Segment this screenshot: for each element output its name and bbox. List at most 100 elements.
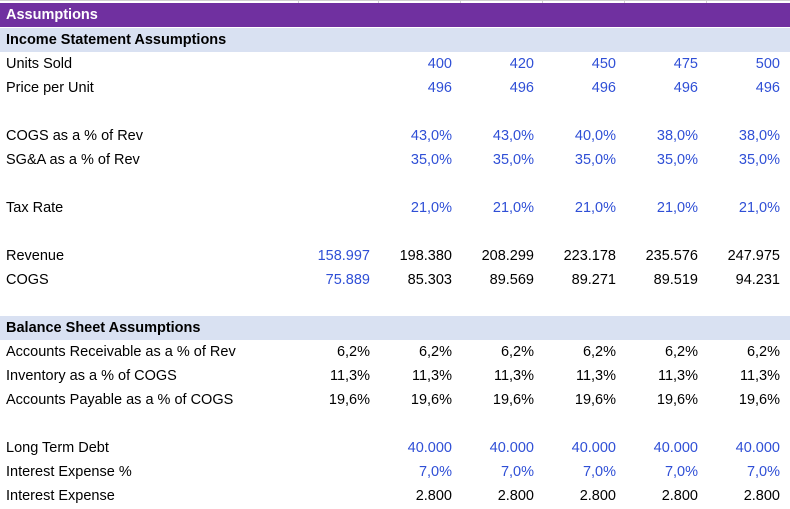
row-ar-pct[interactable]: Accounts Receivable as a % of Rev 6,2% 6… xyxy=(0,340,790,364)
row-cogs[interactable]: COGS 75.889 85.303 89.569 89.271 89.519 … xyxy=(0,268,790,292)
cell[interactable]: 11,3% xyxy=(739,368,780,384)
cell[interactable]: 19,6% xyxy=(574,392,616,408)
cell[interactable]: 40,0% xyxy=(574,128,616,144)
cell[interactable]: 158.997 xyxy=(317,248,370,264)
cell[interactable]: 85.303 xyxy=(407,272,452,288)
cell[interactable]: 2.800 xyxy=(743,488,780,504)
cell[interactable]: 400 xyxy=(427,56,452,72)
cell[interactable]: 11,3% xyxy=(411,368,452,384)
cell[interactable]: 11,3% xyxy=(657,368,698,384)
cell[interactable]: 19,6% xyxy=(656,392,698,408)
cell[interactable]: 35,0% xyxy=(656,152,698,168)
row-long-term-debt[interactable]: Long Term Debt 40.000 40.000 40.000 40.0… xyxy=(0,436,790,460)
cell[interactable]: 21,0% xyxy=(574,200,616,216)
cell[interactable]: 7,0% xyxy=(500,464,534,480)
cell[interactable]: 6,2% xyxy=(746,344,780,360)
cell[interactable]: 6,2% xyxy=(582,344,616,360)
cell[interactable]: 450 xyxy=(591,56,616,72)
cell[interactable] xyxy=(300,80,376,96)
cell[interactable] xyxy=(300,488,376,504)
cell[interactable]: 11,3% xyxy=(493,368,534,384)
cell[interactable]: 38,0% xyxy=(656,128,698,144)
cell[interactable]: 223.178 xyxy=(563,248,616,264)
cell[interactable]: 2.800 xyxy=(579,488,616,504)
cell[interactable]: 89.569 xyxy=(489,272,534,288)
cell[interactable]: 2.800 xyxy=(661,488,698,504)
cell[interactable]: 7,0% xyxy=(746,464,780,480)
cell[interactable]: 7,0% xyxy=(664,464,698,480)
cell[interactable]: 89.271 xyxy=(571,272,616,288)
cell[interactable]: 21,0% xyxy=(410,200,452,216)
cell[interactable]: 475 xyxy=(673,56,698,72)
cell[interactable]: 6,2% xyxy=(500,344,534,360)
row-interest-pct[interactable]: Interest Expense % 7,0% 7,0% 7,0% 7,0% 7… xyxy=(0,460,790,484)
row-cogs-pct[interactable]: COGS as a % of Rev 43,0% 43,0% 40,0% 38,… xyxy=(0,124,790,148)
cell[interactable]: 7,0% xyxy=(418,464,452,480)
row-units-sold[interactable]: Units Sold 400 420 450 475 500 xyxy=(0,52,790,76)
cell[interactable]: 40.000 xyxy=(571,440,616,456)
cell[interactable]: 43,0% xyxy=(410,128,452,144)
assumptions-title-bar[interactable]: Assumptions xyxy=(0,3,790,27)
cell[interactable] xyxy=(300,56,376,72)
cell[interactable]: 6,2% xyxy=(664,344,698,360)
income-statement-section-header[interactable]: Income Statement Assumptions xyxy=(0,28,790,52)
cell[interactable]: 94.231 xyxy=(735,272,780,288)
row-label: COGS as a % of Rev xyxy=(6,128,143,144)
cell[interactable]: 19,6% xyxy=(410,392,452,408)
cell[interactable]: 235.576 xyxy=(645,248,698,264)
cell[interactable]: 38,0% xyxy=(738,128,780,144)
cell[interactable]: 208.299 xyxy=(481,248,534,264)
cell[interactable]: 2.800 xyxy=(415,488,452,504)
cell[interactable] xyxy=(300,464,376,480)
cell[interactable] xyxy=(300,128,376,144)
cell[interactable]: 40.000 xyxy=(735,440,780,456)
cell[interactable] xyxy=(300,152,376,168)
row-inventory-pct[interactable]: Inventory as a % of COGS 11,3% 11,3% 11,… xyxy=(0,364,790,388)
row-price-per-unit[interactable]: Price per Unit 496 496 496 496 496 xyxy=(0,76,790,100)
cell[interactable]: 11,3% xyxy=(575,368,616,384)
cell[interactable]: 496 xyxy=(427,80,452,96)
cell[interactable]: 21,0% xyxy=(656,200,698,216)
grid-tick xyxy=(378,0,379,3)
cell[interactable]: 420 xyxy=(509,56,534,72)
row-ap-pct[interactable]: Accounts Payable as a % of COGS 19,6% 19… xyxy=(0,388,790,412)
cell[interactable]: 6,2% xyxy=(418,344,452,360)
cell[interactable]: 496 xyxy=(591,80,616,96)
cell[interactable]: 89.519 xyxy=(653,272,698,288)
row-interest-expense[interactable]: Interest Expense 2.800 2.800 2.800 2.800… xyxy=(0,484,790,508)
cell[interactable] xyxy=(300,440,376,456)
cell[interactable]: 198.380 xyxy=(399,248,452,264)
row-label: Interest Expense % xyxy=(6,464,132,480)
cell[interactable]: 6,2% xyxy=(336,344,370,360)
cell[interactable]: 19,6% xyxy=(738,392,780,408)
cell[interactable]: 75.889 xyxy=(325,272,370,288)
cell[interactable]: 21,0% xyxy=(492,200,534,216)
cell[interactable]: 35,0% xyxy=(410,152,452,168)
cell[interactable]: 11,3% xyxy=(329,368,370,384)
cell[interactable]: 43,0% xyxy=(492,128,534,144)
cell[interactable]: 40.000 xyxy=(489,440,534,456)
grid-tick xyxy=(624,0,625,3)
balance-sheet-section-header[interactable]: Balance Sheet Assumptions xyxy=(0,316,790,340)
sheet-title: Assumptions xyxy=(6,7,98,23)
cell[interactable]: 21,0% xyxy=(738,200,780,216)
cell[interactable]: 496 xyxy=(673,80,698,96)
cell[interactable]: 19,6% xyxy=(492,392,534,408)
cell[interactable]: 35,0% xyxy=(738,152,780,168)
row-revenue[interactable]: Revenue 158.997 198.380 208.299 223.178 … xyxy=(0,244,790,268)
cell[interactable]: 19,6% xyxy=(328,392,370,408)
cell[interactable]: 500 xyxy=(755,56,780,72)
cell[interactable]: 2.800 xyxy=(497,488,534,504)
cell[interactable]: 35,0% xyxy=(574,152,616,168)
cell[interactable]: 40.000 xyxy=(407,440,452,456)
row-tax-rate[interactable]: Tax Rate 21,0% 21,0% 21,0% 21,0% 21,0% xyxy=(0,196,790,220)
row-sga-pct[interactable]: SG&A as a % of Rev 35,0% 35,0% 35,0% 35,… xyxy=(0,148,790,172)
cell[interactable]: 40.000 xyxy=(653,440,698,456)
cell[interactable]: 247.975 xyxy=(727,248,780,264)
cell[interactable]: 496 xyxy=(509,80,534,96)
cell[interactable] xyxy=(300,200,376,216)
cell[interactable]: 7,0% xyxy=(582,464,616,480)
cell[interactable]: 496 xyxy=(755,80,780,96)
cell[interactable]: 35,0% xyxy=(492,152,534,168)
